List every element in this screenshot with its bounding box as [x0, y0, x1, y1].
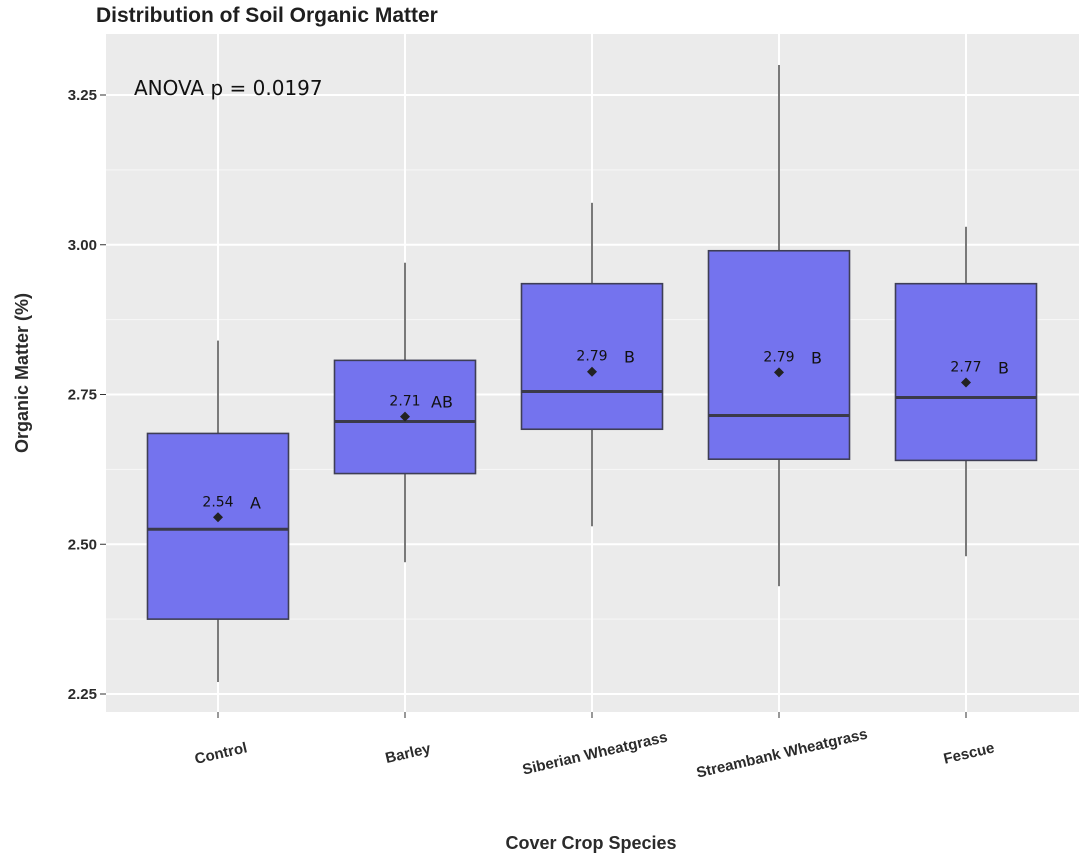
box-rect	[146, 432, 290, 620]
box-control: 2.54 A	[146, 340, 290, 683]
box-streambank-wheatgrass: 2.79 B	[707, 65, 851, 587]
mean-label: 2.79	[763, 349, 794, 365]
anova-annotation: ANOVA p = 0.0197	[134, 76, 323, 100]
mean-label: 2.77	[950, 360, 981, 376]
mean-marker	[774, 367, 784, 378]
x-tick-label: Barley	[384, 740, 433, 767]
y-tick-label: 3.25	[68, 87, 97, 104]
y-tick-label: 3.00	[68, 237, 97, 254]
box-siberian-wheatgrass: 2.79 B	[520, 202, 664, 527]
chart-title: Distribution of Soil Organic Matter	[96, 4, 438, 27]
group-label: B	[998, 359, 1009, 378]
mean-marker	[587, 366, 597, 377]
x-tick-label: Streambank Wheatgrass	[695, 726, 869, 782]
mean-marker	[961, 377, 971, 388]
mean-label: 2.54	[202, 494, 233, 510]
mean-label: 2.71	[389, 394, 420, 410]
x-tick-label: Control	[193, 739, 249, 768]
box-barley: 2.71 AB	[333, 262, 477, 563]
x-tick-label: Siberian Wheatgrass	[521, 729, 669, 779]
boxes: 2.54 A 2.71 AB 2.79 B 2.79 B 2.77 B	[146, 65, 1038, 683]
x-tick-label: Fescue	[942, 740, 996, 768]
box-rect	[707, 249, 851, 460]
y-tick-label: 2.75	[68, 387, 97, 404]
mean-label: 2.79	[576, 349, 607, 365]
group-label: AB	[431, 393, 453, 412]
box-rect	[520, 282, 664, 431]
box-fescue: 2.77 B	[894, 226, 1038, 557]
group-label: B	[624, 348, 635, 367]
y-tick-label: 2.25	[68, 686, 97, 703]
box-rect	[894, 282, 1038, 462]
x-axis-title: Cover Crop Species	[505, 833, 676, 853]
y-axis-title: Organic Matter (%)	[12, 293, 32, 453]
mean-marker	[213, 512, 223, 523]
group-label: B	[811, 348, 822, 367]
y-tick-label: 2.50	[68, 536, 97, 553]
mean-marker	[400, 411, 410, 422]
group-label: A	[250, 493, 261, 512]
